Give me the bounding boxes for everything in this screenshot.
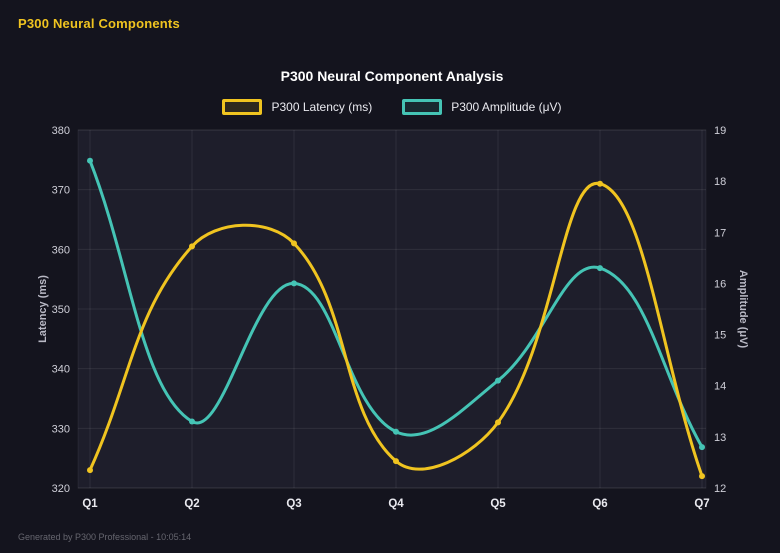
y-right-tick-label: 13 xyxy=(714,432,726,444)
y-right-tick-label: 18 xyxy=(714,176,726,188)
latency-data-point[interactable] xyxy=(87,467,93,474)
legend-item-amplitude[interactable]: P300 Amplitude (μV) xyxy=(402,99,562,115)
latency-data-point[interactable] xyxy=(189,243,195,250)
y-right-tick-label: 12 xyxy=(714,483,726,495)
latency-data-point[interactable] xyxy=(699,473,705,480)
amplitude-data-point[interactable] xyxy=(393,428,399,435)
y-right-tick-label: 14 xyxy=(714,381,726,393)
amplitude-data-point[interactable] xyxy=(495,377,501,384)
plot-border xyxy=(77,129,707,489)
legend-label-latency: P300 Latency (ms) xyxy=(271,100,373,114)
footer-status: Generated by P300 Professional - 10:05:1… xyxy=(18,532,192,542)
latency-data-point[interactable] xyxy=(291,240,297,247)
x-tick-label: Q5 xyxy=(490,498,506,510)
y-left-tick-label: 350 xyxy=(52,304,70,316)
x-tick-label: Q7 xyxy=(694,498,709,510)
latency-data-point[interactable] xyxy=(597,180,603,187)
x-tick-label: Q2 xyxy=(184,498,199,510)
y-right-tick-label: 19 xyxy=(714,125,726,137)
x-tick-label: Q1 xyxy=(82,498,98,510)
legend-item-latency[interactable]: P300 Latency (ms) xyxy=(222,99,372,115)
latency-data-point[interactable] xyxy=(393,458,399,465)
app-title: P300 Neural Components xyxy=(18,16,180,31)
y-left-tick-label: 360 xyxy=(52,244,70,256)
y-right-tick-label: 15 xyxy=(714,330,726,342)
y-right-tick-label: 17 xyxy=(714,227,726,239)
latency-data-point[interactable] xyxy=(495,419,501,426)
line-chart: 320 330 340 350 360 370 380 12 13 14 15 16 17 18 19 Q1 Q… xyxy=(37,125,748,510)
legend-swatch-amplitude xyxy=(402,99,443,115)
grid xyxy=(78,129,706,489)
y-left-tick-label: 340 xyxy=(52,364,70,376)
amplitude-data-point[interactable] xyxy=(597,265,603,272)
amplitude-data-point[interactable] xyxy=(189,418,195,425)
y-left-tick-label: 380 xyxy=(52,125,70,137)
legend-swatch-latency xyxy=(222,99,263,115)
chart-legend: P300 Latency (ms) P300 Amplitude (μV) xyxy=(36,99,748,115)
legend-label-amplitude: P300 Amplitude (μV) xyxy=(451,100,562,114)
right-axis-title: Amplitude (μV) xyxy=(737,270,748,349)
left-axis-title: Latency (ms) xyxy=(37,275,49,343)
chart-title: P300 Neural Component Analysis xyxy=(280,68,504,84)
amplitude-data-point[interactable] xyxy=(699,444,705,451)
y-left-tick-label: 370 xyxy=(52,185,70,197)
y-left-tick-label: 320 xyxy=(52,483,70,495)
amplitude-data-point[interactable] xyxy=(87,157,93,164)
y-right-tick-label: 16 xyxy=(714,278,726,290)
y-left-tick-label: 330 xyxy=(52,423,70,435)
amplitude-data-point[interactable] xyxy=(291,280,297,287)
x-tick-label: Q4 xyxy=(388,498,404,510)
x-tick-label: Q6 xyxy=(592,498,607,510)
x-tick-label: Q3 xyxy=(286,498,301,510)
